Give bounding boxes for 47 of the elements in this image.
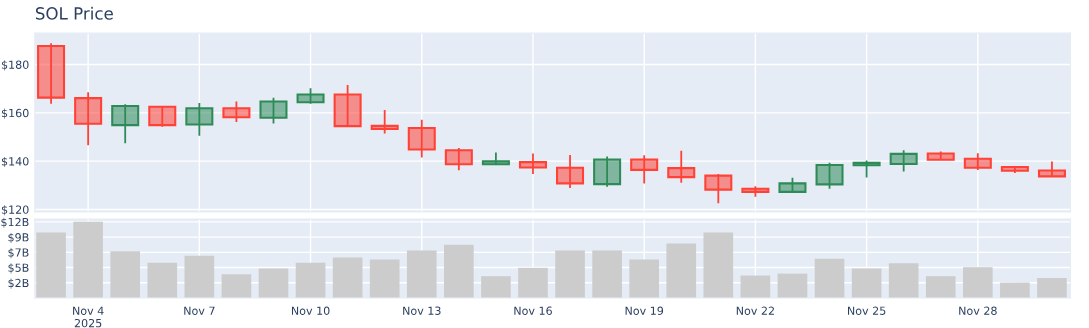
y-tick-label: $120 (1, 205, 29, 216)
y-tick-label: $2B (8, 278, 29, 289)
bar (814, 258, 845, 298)
x-tick-label: Nov 19 (625, 306, 664, 315)
x-tick-label: Nov 25 (848, 306, 886, 315)
y-tick-label: $180 (1, 60, 29, 71)
bar (1037, 278, 1067, 298)
x-tick-label: Nov 10 (291, 306, 330, 315)
y-tick-label: $160 (1, 108, 29, 119)
bar (406, 250, 437, 298)
bar (369, 259, 400, 298)
bar (36, 232, 66, 298)
bar (592, 250, 622, 298)
x-tick-label: Nov 22 (736, 306, 774, 315)
bar (1000, 282, 1030, 298)
bar (629, 259, 660, 298)
x-tick-label: Nov 7 (184, 306, 215, 315)
x-tick-label: Nov 28 (959, 306, 997, 315)
bar (221, 274, 252, 298)
bar (110, 251, 141, 298)
bar (184, 255, 215, 298)
bar (740, 275, 771, 298)
x-tick-label: Nov 4 2025 (73, 306, 104, 328)
chart-title: SOL Price (35, 6, 113, 20)
bar (925, 276, 956, 298)
bar (444, 244, 474, 298)
bar (147, 262, 178, 298)
bar (666, 243, 697, 298)
bar (518, 267, 548, 298)
bar (332, 257, 363, 298)
bar (295, 262, 326, 298)
bar (888, 263, 919, 298)
bar (851, 268, 882, 298)
y-tick-label: $140 (1, 156, 29, 168)
x-tick-label: Nov 16 (514, 306, 552, 315)
y-tick-label: $7B (8, 248, 29, 259)
bar (703, 232, 734, 298)
x-tick-label: Nov 13 (403, 306, 441, 315)
bar (258, 268, 289, 298)
y-tick-label: $12B (1, 217, 29, 228)
bar (555, 250, 585, 298)
y-tick-label: $9B (8, 232, 29, 243)
y-tick-label: $5B (8, 263, 29, 274)
bar (777, 273, 808, 298)
bar (481, 276, 511, 298)
bar (73, 221, 103, 298)
bar (962, 267, 993, 298)
